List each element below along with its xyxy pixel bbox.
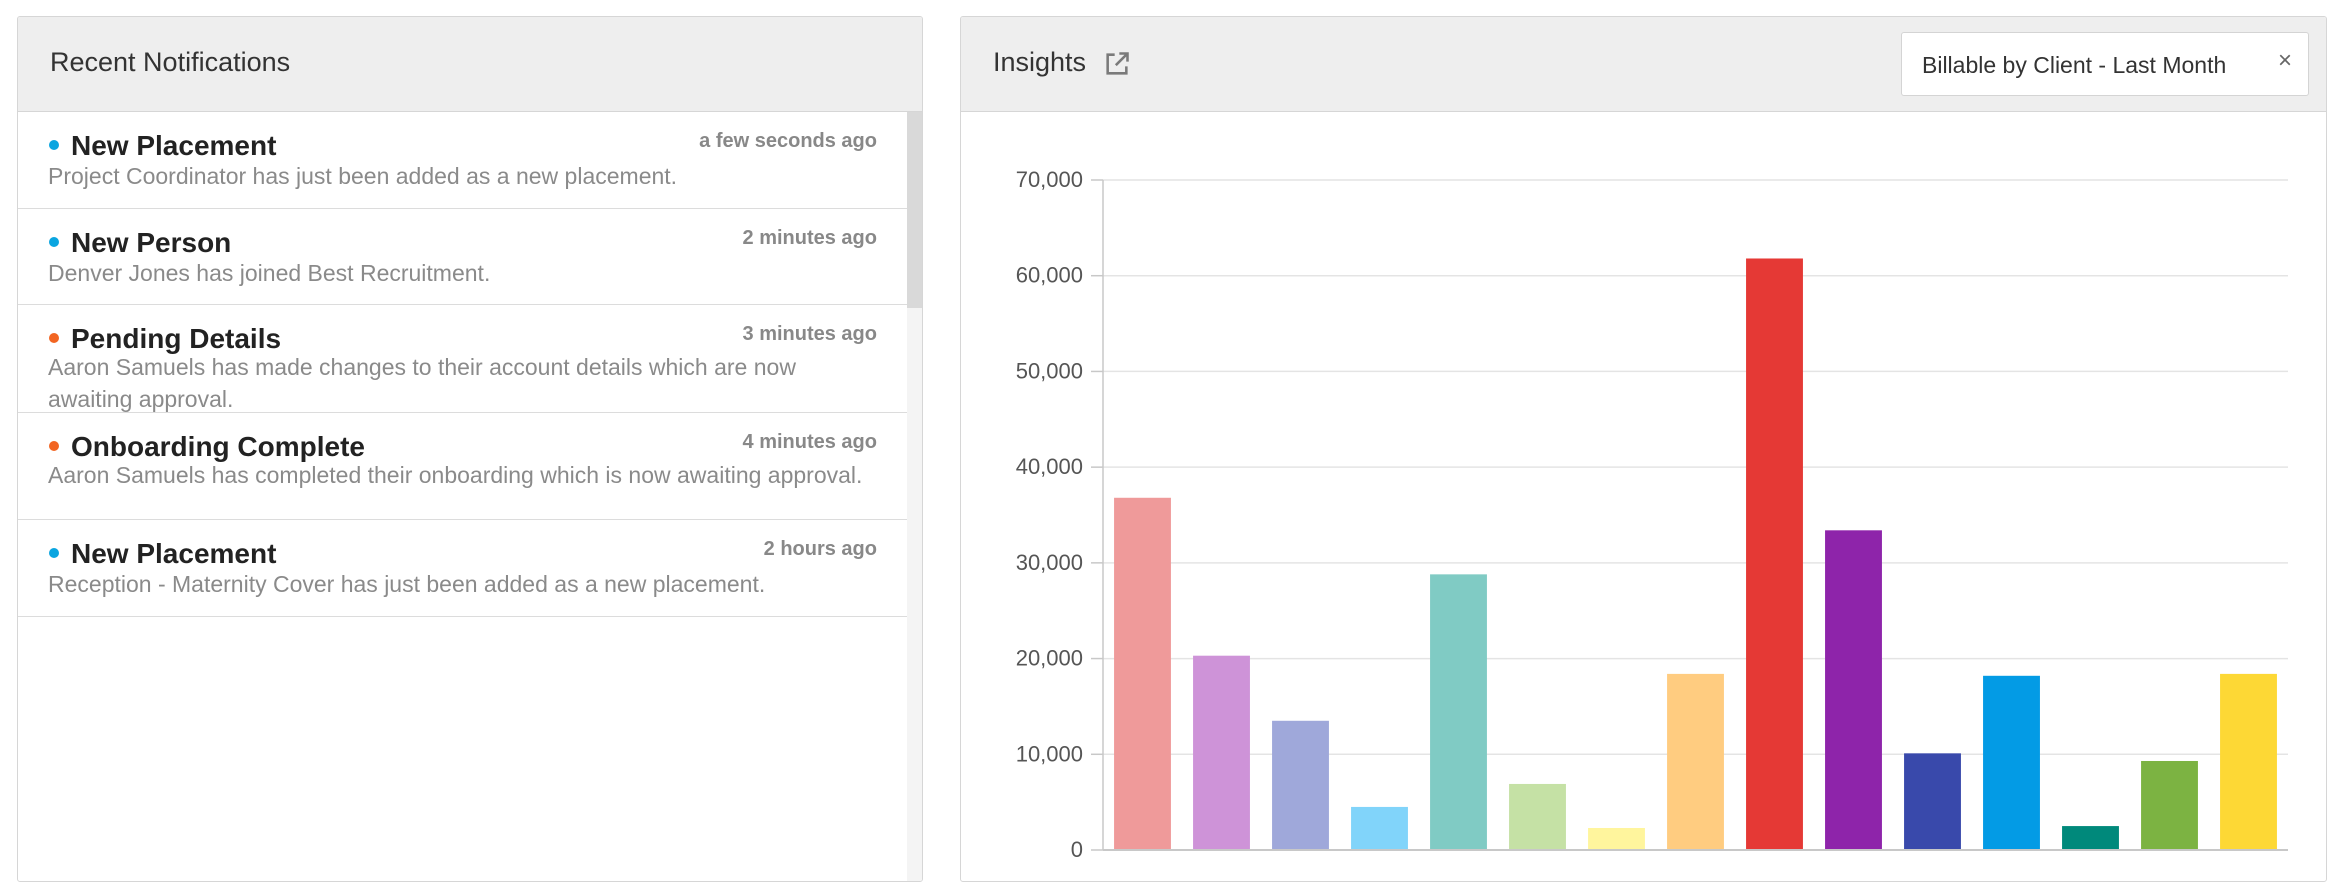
chart-bar [2062,826,2119,850]
notification-time: 2 hours ago [763,538,877,560]
notifications-scrollbar[interactable] [907,112,922,881]
insights-title: Insights [993,47,1087,77]
external-link-icon[interactable] [1103,50,1131,78]
notification-message: Reception - Maternity Cover has just bee… [48,571,766,597]
notification-item[interactable]: New Person 2 minutes ago Denver Jones ha… [18,209,907,305]
chart-bar [1272,720,1329,850]
notification-title: Onboarding Complete [71,431,365,462]
notification-title: New Person [71,227,232,258]
status-dot [49,237,59,247]
chart-bar [1983,675,2040,850]
chart-bar [1114,497,1171,850]
status-dot [49,333,59,343]
status-dot [49,548,59,558]
notification-message: Project Coordinator has just been added … [48,163,678,189]
y-tick-label: 40,000 [1016,454,1083,479]
y-tick-label: 30,000 [1016,550,1083,575]
y-tick-label: 70,000 [1016,167,1083,192]
chart-bar [1193,655,1250,850]
notifications-title: Recent Notifications [50,47,291,77]
notification-time: 2 minutes ago [742,227,877,249]
notification-item[interactable]: New Placement a few seconds ago Project … [18,112,907,209]
notification-title: New Placement [71,130,277,161]
clear-icon[interactable]: × [2277,47,2292,74]
notification-time: a few seconds ago [699,130,877,152]
y-tick-label: 50,000 [1016,358,1083,383]
chart-bar [1588,827,1645,850]
notification-item[interactable]: New Placement 2 hours ago Reception - Ma… [18,520,907,617]
notification-item[interactable]: Onboarding Complete 4 minutes ago Aaron … [18,413,907,520]
y-tick-label: 60,000 [1016,263,1083,288]
chart-bar [1825,530,1882,850]
chart-bar [2220,673,2277,850]
insights-header: Insights Billable by Client - Last Month… [961,17,2326,112]
y-tick-label: 20,000 [1016,646,1083,671]
y-tick-label: 10,000 [1016,741,1083,766]
scrollbar-thumb[interactable] [907,112,922,308]
notification-time: 3 minutes ago [742,323,877,345]
chart-bar [1667,673,1724,850]
insights-panel: Insights Billable by Client - Last Month… [960,16,2327,882]
billable-bar-chart: 0 10,000 20,000 30,000 40,000 50,000 60,000 70,… [1016,167,2288,862]
notifications-header: Recent Notifications [18,17,922,112]
chart-bar [1351,806,1408,850]
status-dot [49,140,59,150]
y-tick-label: 0 [1071,837,1083,862]
notification-message: Aaron Samuels has completed their onboar… [48,462,863,488]
report-select[interactable]: Billable by Client - Last Month × [1901,32,2309,96]
notifications-panel: Recent Notifications New Placement a few… [17,16,923,882]
chart-bar [1509,783,1566,850]
notification-time: 4 minutes ago [742,431,877,453]
notification-item[interactable]: Pending Details 3 minutes ago Aaron Samu… [18,305,907,413]
chart-bar [1746,258,1803,850]
report-select-value: Billable by Client - Last Month [1922,52,2227,78]
notification-message: Denver Jones has joined Best Recruitment… [48,260,491,286]
notification-message: Aaron Samuels has made changes to their … [48,354,796,412]
notification-title: Pending Details [71,323,282,354]
chart-bar [1904,753,1961,850]
chart-bar [1430,574,1487,850]
notification-title: New Placement [71,538,277,569]
chart-bar [2141,760,2198,850]
status-dot [49,441,59,451]
notifications-list: New Placement a few seconds ago Project … [18,112,907,881]
